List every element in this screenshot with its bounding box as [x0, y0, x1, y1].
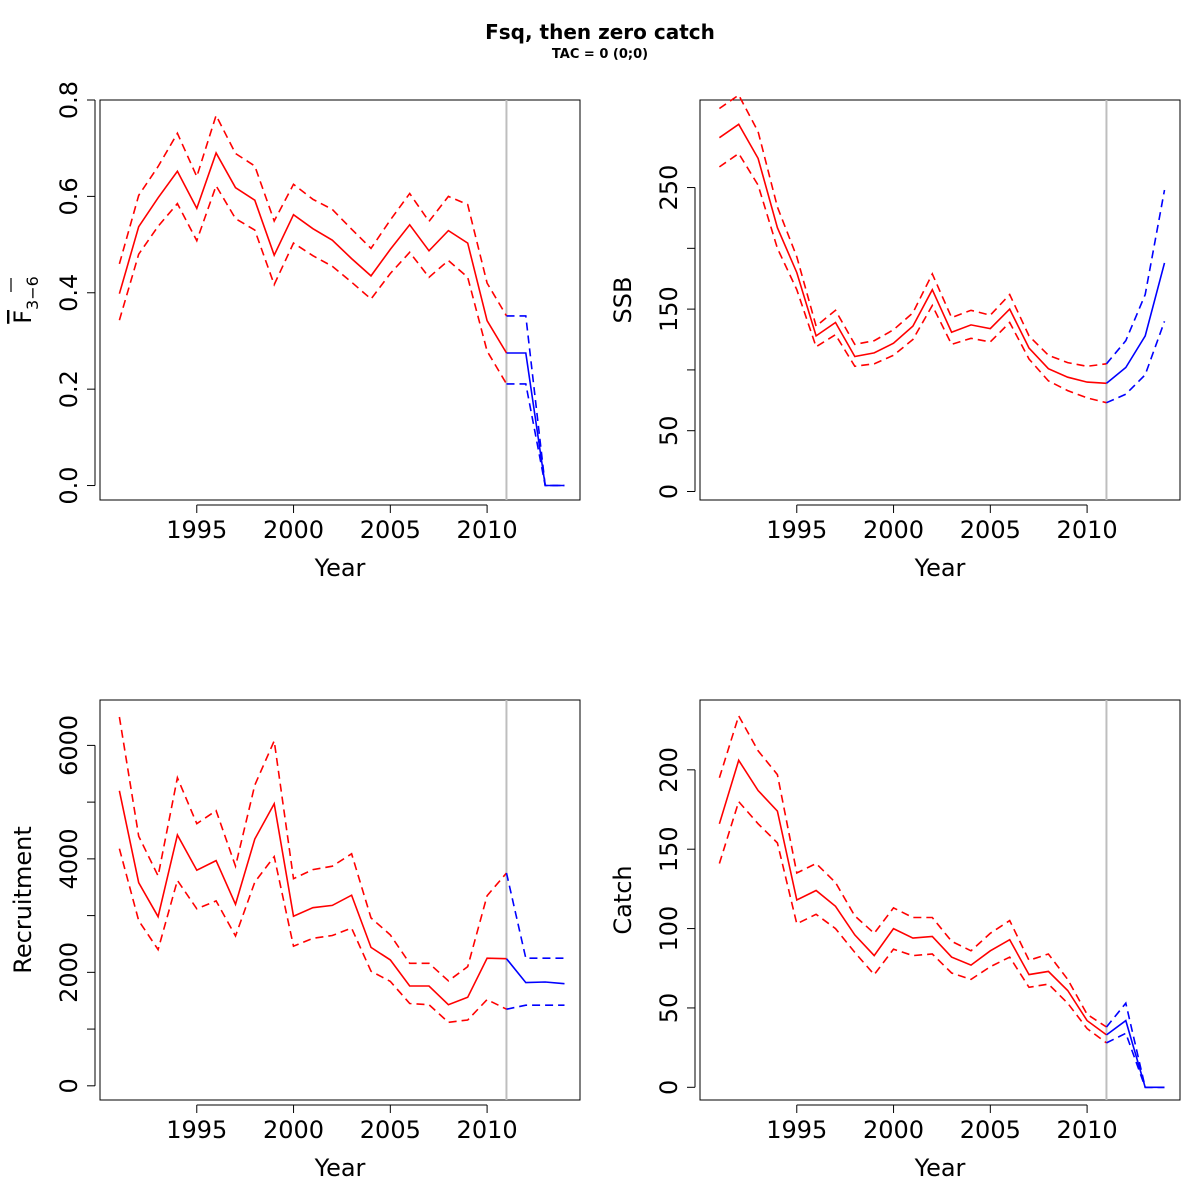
- y-tick-label: 0.6: [55, 177, 83, 215]
- x-tick-label: 2010: [1057, 1116, 1118, 1144]
- x-tick-label: 2010: [457, 1116, 518, 1144]
- y-tick-label: 6000: [55, 715, 83, 776]
- panel-fbar: 1995 2000 2005 2010 Year 0.0 0.2 0.4 0.6 0.8 F3−6: [9, 81, 581, 582]
- x-tick-label: 2005: [960, 516, 1021, 544]
- x-tick-label: 1995: [166, 516, 227, 544]
- panel-catch: 1995 2000 2005 2010 Year 0 50 100 150 200 Catch: [609, 699, 1181, 1182]
- series-forecast-upper-line: [506, 315, 565, 487]
- series-historical-upper-line: [718, 93, 1107, 368]
- series-historical-estimate-line: [118, 151, 508, 354]
- plot-frame: [99, 99, 581, 501]
- series-forecast-estimate-line: [505, 958, 565, 985]
- y-tick-label: 0.8: [55, 81, 83, 119]
- figure-title: Fsq, then zero catch: [485, 20, 715, 44]
- series-historical-upper-line: [118, 716, 508, 982]
- series-forecast-estimate-line: [1105, 262, 1166, 384]
- plot-frame: [699, 699, 1181, 1101]
- y-tick-label: 0.0: [55, 466, 83, 504]
- figure-subtitle: TAC = 0 (0;0): [551, 47, 649, 62]
- x-tick-label: 2005: [960, 1116, 1021, 1144]
- series-forecast-upper-line: [1105, 189, 1166, 365]
- series-historical-estimate-line: [118, 790, 507, 1006]
- plot-frame: [99, 699, 581, 1101]
- y-axis-label: Recruitment: [9, 826, 37, 973]
- series-forecast-estimate-line: [1106, 1019, 1165, 1089]
- series-forecast-upper-line: [505, 872, 565, 960]
- series-forecast-upper-line: [1105, 1001, 1165, 1089]
- series-historical-lower-line: [118, 848, 507, 1024]
- series-forecast-lower-line: [1106, 1032, 1165, 1089]
- y-tick-label: 100: [655, 906, 683, 952]
- figure-header: Fsq, then zero catch TAC = 0 (0;0): [0, 0, 1200, 70]
- y-tick-label: 0: [655, 1080, 683, 1095]
- y-tick-label: 150: [655, 286, 683, 332]
- series-historical-estimate-line: [718, 758, 1107, 1036]
- y-axis-label: F3−6: [9, 276, 42, 324]
- y-tick-label: 50: [655, 993, 683, 1024]
- y-axis-label: Catch: [609, 865, 637, 934]
- x-tick-label: 1995: [766, 516, 827, 544]
- plot-frame: [699, 99, 1181, 501]
- y-tick-label: 50: [655, 415, 683, 446]
- y-tick-label: 0.2: [55, 370, 83, 408]
- y-tick-label: 0.4: [55, 274, 83, 312]
- x-tick-label: 2000: [863, 516, 924, 544]
- series-forecast-lower-line: [506, 383, 565, 487]
- y-tick-label: 250: [655, 165, 683, 211]
- series-historical-upper-line: [718, 713, 1107, 1028]
- y-tick-label: 0: [55, 1078, 83, 1093]
- x-tick-label: 2000: [263, 516, 324, 544]
- x-tick-label: 2010: [457, 516, 518, 544]
- y-tick-label: 150: [655, 826, 683, 872]
- series-historical-estimate-line: [718, 123, 1107, 385]
- series-historical-upper-line: [118, 113, 508, 317]
- x-tick-label: 2005: [360, 1116, 421, 1144]
- x-tick-label: 1995: [766, 1116, 827, 1144]
- y-tick-label: 200: [655, 747, 683, 793]
- y-tick-label: 4000: [55, 828, 83, 889]
- panel-recruitment: 1995 2000 2005 2010 Year 0 2000 4000 6000 Recruit…: [9, 699, 581, 1182]
- x-axis-label: Year: [314, 1154, 366, 1182]
- series-forecast-lower-line: [506, 1004, 565, 1010]
- y-axis-label: SSB: [609, 277, 637, 324]
- y-tick-label: 2000: [55, 942, 83, 1003]
- x-tick-label: 2000: [263, 1116, 324, 1144]
- series-historical-lower-line: [718, 799, 1107, 1044]
- x-tick-label: 2000: [863, 1116, 924, 1144]
- series-forecast-lower-line: [1106, 321, 1166, 404]
- series-historical-lower-line: [118, 183, 508, 385]
- x-axis-label: Year: [914, 1154, 966, 1182]
- x-tick-label: 1995: [166, 1116, 227, 1144]
- x-axis-label: Year: [914, 554, 966, 582]
- y-tick-label: 0: [655, 484, 683, 499]
- x-axis-label: Year: [314, 554, 366, 582]
- panel-ssb: 1995 2000 2005 2010 Year 0 50 150 250 SSB: [609, 93, 1181, 582]
- x-tick-label: 2005: [360, 516, 421, 544]
- series-forecast-estimate-line: [506, 352, 565, 487]
- series-historical-lower-line: [718, 152, 1107, 404]
- x-tick-label: 2010: [1057, 516, 1118, 544]
